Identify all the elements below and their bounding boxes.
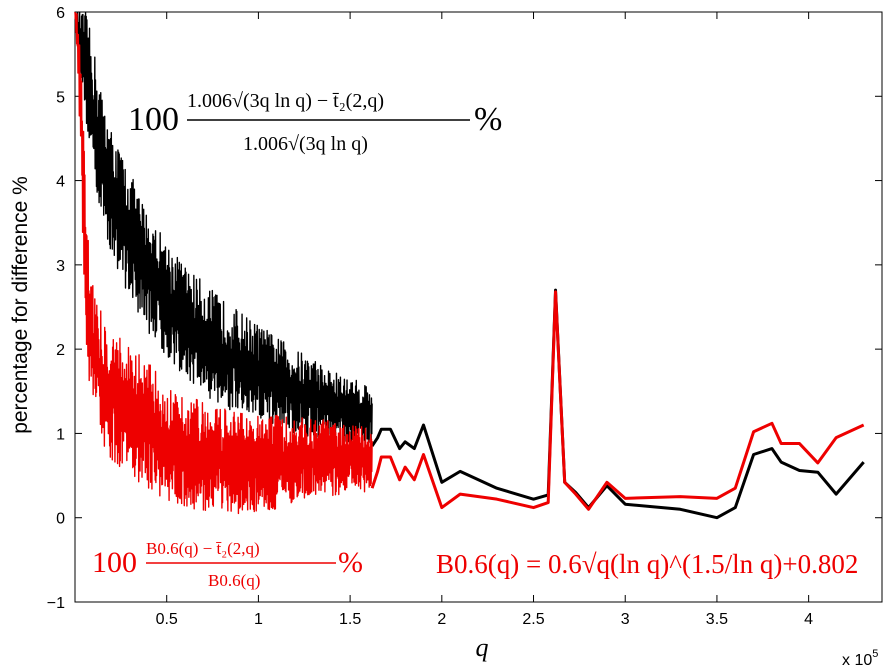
- red-formula-numerator: B0.6(q) − t̄₂(2,q): [146, 539, 260, 558]
- x-tick-label: 3: [621, 611, 630, 628]
- y-tick-label: 5: [56, 89, 65, 106]
- x-axis-scale-exponent: 5: [872, 648, 878, 660]
- red-series-noisy-band: [74, 11, 373, 515]
- black-series-line: [370, 288, 865, 520]
- y-tick-label: 2: [56, 342, 65, 359]
- black-formula-denominator: 1.006√(3q ln q): [243, 133, 368, 155]
- plot-frame: [74, 11, 883, 603]
- x-tick-label: 2: [437, 611, 446, 628]
- x-tick-label: 1: [254, 611, 263, 628]
- black-formula-annotation: 100 1.006√(3q ln q) − t̄₂(2,q) 1.006√(3q…: [128, 90, 502, 155]
- red-series-line: [370, 290, 865, 511]
- black-formula-numerator: 1.006√(3q ln q) − t̄₂(2,q): [187, 90, 384, 112]
- y-tick-label: 4: [56, 174, 65, 191]
- x-tick-label: 3.5: [706, 611, 728, 628]
- x-axis-scale: x 105: [842, 648, 878, 669]
- x-axis-title: q: [476, 633, 489, 662]
- y-tick-label: 1: [56, 426, 65, 443]
- black-formula-prefix: 100: [128, 101, 179, 138]
- y-axis-title: percentage for difference %: [9, 176, 32, 434]
- y-tick-label: −1: [47, 595, 65, 612]
- b06-definition: B0.6(q) = 0.6√q(ln q)^(1.5/ln q)+0.802: [436, 549, 858, 579]
- black-formula-suffix: %: [474, 101, 502, 138]
- x-tick-label: 1.5: [339, 611, 361, 628]
- x-tick-label: 2.5: [522, 611, 544, 628]
- y-tick-label: 3: [56, 258, 65, 275]
- black-series-noisy-band: [74, 11, 373, 445]
- y-tick-label: 0: [56, 511, 65, 528]
- red-formula-denominator: B0.6(q): [208, 571, 260, 590]
- red-formula-suffix: %: [338, 546, 363, 579]
- y-tick-label: 6: [56, 5, 65, 22]
- red-formula-annotation: 100 B0.6(q) − t̄₂(2,q) B0.6(q) %: [92, 539, 363, 590]
- red-formula-prefix: 100: [92, 546, 137, 579]
- x-tick-label: 0.5: [156, 611, 178, 628]
- x-tick-label: 4: [804, 611, 813, 628]
